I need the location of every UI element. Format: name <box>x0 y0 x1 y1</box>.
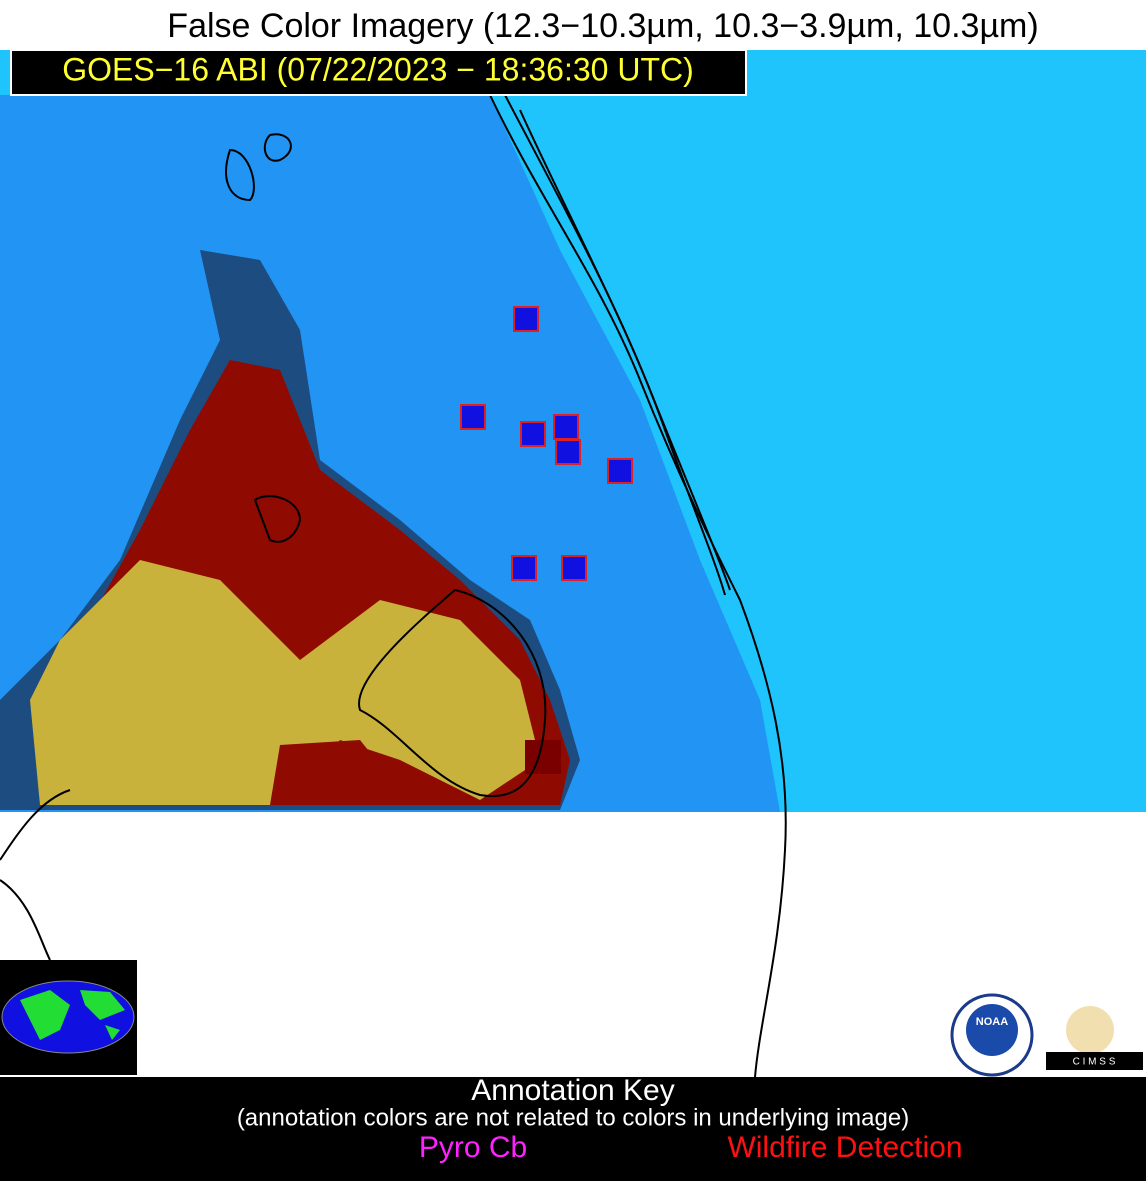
hot-spot <box>525 740 561 774</box>
detection-box <box>511 555 537 581</box>
annotation-key-title: Annotation Key <box>471 1074 674 1107</box>
cimss-logo-sun <box>1066 1006 1114 1054</box>
cimss-logo-text: C I M S S <box>1073 1057 1116 1068</box>
detection-box <box>520 421 546 447</box>
noaa-logo-inner <box>966 1004 1018 1056</box>
detection-box <box>553 414 579 440</box>
noaa-logo-text: NOAA <box>976 1016 1008 1028</box>
continents <box>20 990 125 1040</box>
wildfire-detections <box>460 306 633 581</box>
key-wildfire: Wildfire Detection <box>727 1131 962 1164</box>
detection-box <box>555 439 581 465</box>
detection-box <box>607 458 633 484</box>
cimss-logo-band <box>1046 1052 1143 1070</box>
annotation-key-note: (annotation colors are not related to co… <box>237 1104 909 1131</box>
subtitle-box <box>10 49 747 96</box>
smoke-plume-core <box>30 560 540 805</box>
subtitle: GOES−16 ABI (07/22/2023 − 18:36:30 UTC) <box>62 51 694 87</box>
detection-box <box>561 555 587 581</box>
globe <box>1 980 135 1054</box>
title: False Color Imagery (12.3−10.3µm, 10.3−3… <box>167 7 1038 45</box>
detection-box <box>460 404 486 430</box>
key-pyrocb: Pyro Cb <box>419 1131 527 1164</box>
smoke-plume <box>270 740 400 805</box>
detection-box <box>513 306 539 332</box>
annotation-key-bar <box>0 1077 1146 1181</box>
coastlines <box>0 94 787 1078</box>
